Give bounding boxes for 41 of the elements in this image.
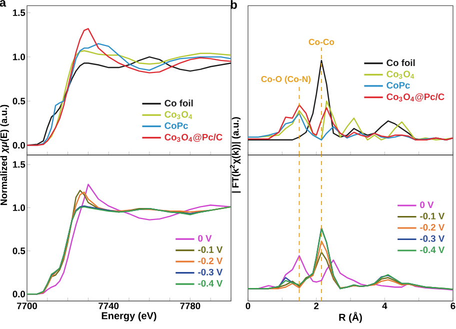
legend-label: -0.4 V [420, 246, 445, 254]
x-tick-label: 7780 [180, 302, 200, 310]
chart-title: a [0, 0, 6, 7]
ref-line-label: Co-O (Co-N) [261, 76, 310, 84]
legend-label: -0.2 V [420, 224, 445, 231]
legend-label: Co$_{3}$O$_{4}$ [164, 111, 192, 120]
x-tick-label: 0 [246, 302, 250, 310]
x-axis-title: R (Å) [339, 312, 362, 323]
x-tick-label: 4 [382, 302, 388, 310]
x-tick-label: 2 [314, 302, 319, 310]
y-tick-label: 0.5 [12, 248, 26, 254]
legend-label: -0.3 V [420, 235, 445, 242]
legend-label: -0.2 V [198, 258, 223, 264]
x-tick-label: 7700 [17, 302, 37, 310]
legend-label: -0.1 V [198, 246, 223, 253]
chart-title: b [230, 0, 237, 9]
legend-label: Co$_{3}$O$_{4}$@Pc/C [164, 134, 222, 142]
legend-label: -0.3 V [198, 268, 223, 276]
legend-label: -0.4 V [198, 280, 223, 287]
ref-line-label: Co-Co [308, 38, 334, 46]
y-axis-title: Normalized χμ(E) (a.u.) [0, 104, 9, 205]
legend-label: 0 V [420, 202, 434, 208]
legend-label: 0 V [198, 235, 212, 242]
y-tick-label: 0.0 [12, 290, 26, 298]
y-tick-label: 1.5 [13, 9, 26, 16]
y-tick-label: 1.0 [13, 204, 26, 211]
legend-label: Co foil [386, 59, 415, 66]
y-tick-label: 1.0 [13, 54, 26, 60]
y-tick-label: 0.5 [12, 98, 26, 104]
legend-label: CoPc [386, 82, 410, 89]
y-axis-title: | FT(k$^{2}$χ(k))| (a.u.) [230, 117, 241, 193]
x-tick-label: 6 [450, 302, 456, 310]
x-tick-label: 7740 [98, 302, 119, 310]
x-axis-title: Energy (eV) [102, 312, 156, 322]
legend-label: CoPc [164, 122, 188, 129]
legend-label: Co$_{3}$O$_{4}$@Pc/C [386, 93, 444, 102]
legend-label: Co$_{3}$O$_{4}$ [386, 70, 414, 79]
legend-label: Co foil [164, 100, 193, 106]
y-tick-label: 1.5 [13, 161, 26, 168]
legend-label: -0.1 V [420, 212, 445, 220]
y-tick-label: 0.0 [12, 142, 26, 149]
